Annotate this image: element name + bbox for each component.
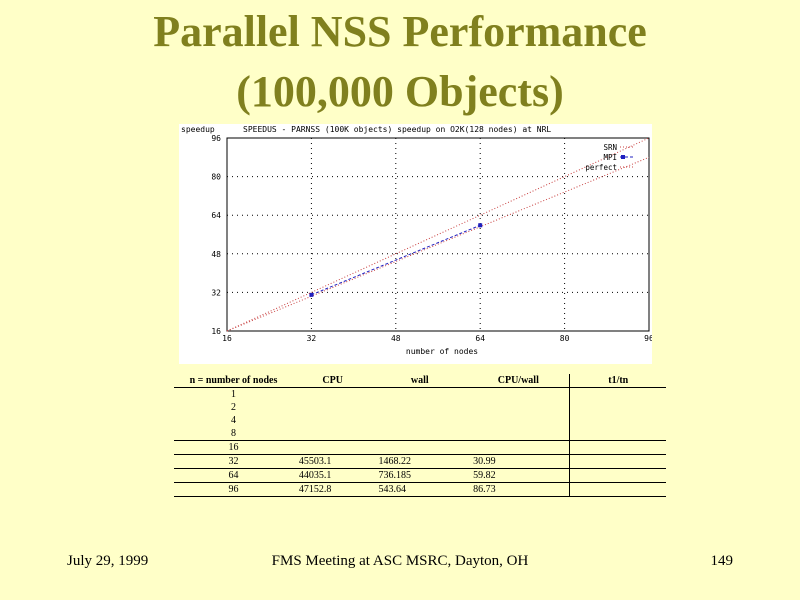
y-tick-label: 16 [211,327,221,336]
cell-cpu-wall: 30.99 [467,454,570,469]
data-point [309,292,314,297]
x-tick-label: 80 [560,334,570,343]
table-row: 4 [174,414,666,427]
footer-page-number: 149 [710,553,734,569]
y-tick-label: 48 [211,250,221,259]
cell-nodes: 2 [230,402,236,413]
series-layer [226,137,650,332]
cell-t1-tn [569,414,666,427]
cell-t1-tn [569,387,666,401]
cell-wall [372,427,468,441]
header-cpu-wall: CPU/wall [467,374,570,388]
x-tick-label: 48 [391,334,401,343]
cell-t1-tn [569,482,666,497]
cell-wall [372,401,467,414]
x-tick-label: 64 [475,334,485,343]
speedup-chart: speedup SPEEDUS - PARNSS (100K objects) … [179,124,652,364]
cell-t1-tn [569,454,666,469]
cell-wall [372,440,468,455]
data-point [478,223,483,228]
table-row: 1 [174,387,666,402]
cell-wall: 1468.22 [372,454,468,469]
header-cpu: CPU [292,374,373,388]
cell-nodes: 32 [174,454,293,469]
cell-t1-tn [569,440,666,455]
cell-cpu-wall: 86.73 [467,482,570,497]
timing-table: n = number of nodes CPU wall CPU/wall t1… [174,374,666,497]
cell-cpu [293,388,373,402]
cell-cpu-wall [467,401,570,414]
cell-nodes: 4 [230,415,236,426]
cell-cpu [293,401,373,414]
cell-nodes: 8 [174,427,293,441]
y-tick-label: 32 [211,288,221,297]
cell-nodes: 64 [174,468,293,483]
cell-nodes: 16 [174,440,293,455]
cell-t1-tn [569,401,666,414]
y-tick-label: 64 [211,211,221,220]
cell-cpu-wall [467,440,570,455]
legend-marker [621,155,625,159]
x-tick-label: 16 [222,334,232,343]
series-line-srn [226,156,650,332]
cell-cpu-wall [467,414,570,427]
header-wall: wall [372,374,468,388]
footer-date: July 29, 1999 [67,553,149,569]
y-axis-label: speedup [181,125,215,134]
legend-label: perfect [585,163,617,172]
y-tick-label: 96 [211,134,221,143]
cell-nodes: 96 [174,482,293,497]
cell-wall: 543.64 [372,482,468,497]
cell-wall [372,414,467,427]
chart-title: SPEEDUS - PARNSS (100K objects) speedup … [243,125,551,134]
table-row: 16 [174,440,666,455]
cell-cpu [292,440,373,455]
cell-cpu-wall: 59.82 [467,468,570,483]
cell-t1-tn [569,468,666,483]
x-tick-label: 96 [644,334,652,343]
header-nodes: n = number of nodes [174,374,293,388]
cell-nodes: 1 [230,389,236,400]
cell-cpu [292,427,373,441]
tick-labels: 16 32 48 64 80 96 16 32 48 64 80 96 [211,134,652,343]
x-tick-label: 32 [307,334,317,343]
table-row: 8 [174,427,666,441]
cell-wall: 736.185 [372,468,468,483]
table-header-row: n = number of nodes CPU wall CPU/wall t1… [174,374,666,388]
legend-label: SRN [603,143,617,152]
table-row: 64 44035.1 736.185 59.82 [174,468,666,483]
header-t1-tn: t1/tn [569,374,666,388]
slide-subtitle: (100,000 Objects) [236,67,564,116]
cell-cpu: 47152.8 [292,482,373,497]
cell-cpu-wall [467,427,570,441]
footer-venue: FMS Meeting at ASC MSRC, Dayton, OH [271,553,529,569]
cell-cpu: 44035.1 [292,468,373,483]
grid [227,138,649,331]
cell-cpu-wall [467,388,570,402]
table-row: 2 [174,401,666,414]
slide-title: Parallel NSS Performance [153,7,647,56]
y-tick-label: 80 [211,173,221,182]
table-row: 96 47152.8 543.64 86.73 [174,482,666,497]
cell-cpu: 45503.1 [292,454,373,469]
series-line-mpi [311,224,481,296]
cell-wall [372,388,467,402]
speedup-chart-svg: speedup SPEEDUS - PARNSS (100K objects) … [181,125,652,356]
cell-t1-tn [569,427,666,441]
x-axis-label: number of nodes [406,347,478,356]
cell-cpu [293,414,373,427]
plot-frame [226,137,650,332]
table-row: 32 45503.1 1468.22 30.99 [174,454,666,469]
legend-label: MPI [603,153,617,162]
